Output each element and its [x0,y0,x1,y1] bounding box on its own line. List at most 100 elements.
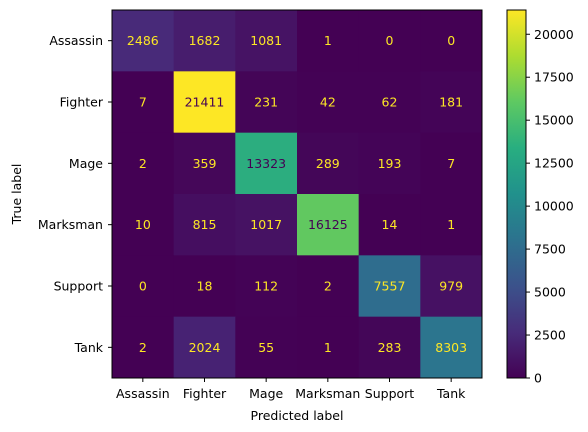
cell-1-3 [297,71,360,134]
cell-0-5 [420,10,483,72]
y-tick-label: Mage [69,156,103,171]
colorbar-tick-label: 0 [534,371,542,386]
cell-1-2 [235,71,298,134]
cell-value-label: 0 [386,33,394,48]
cell-4-4 [358,255,421,318]
y-tick-label: Marksman [38,217,103,232]
cell-1-5 [420,71,483,134]
cell-1-1 [173,71,236,134]
x-tick-label: Fighter [183,386,227,401]
cell-value-label: 2 [139,156,147,171]
cell-value-label: 0 [139,279,147,294]
cell-value-label: 16125 [308,217,348,232]
cell-value-label: 0 [447,33,455,48]
cell-2-2 [235,132,298,195]
cell-value-label: 2 [324,279,332,294]
cell-0-4 [358,10,421,72]
cell-value-label: 2 [139,340,147,355]
colorbar-gradient [506,9,527,379]
cell-value-label: 359 [193,156,217,171]
cell-value-label: 979 [439,279,463,294]
x-axis: Assassin Fighter Mage Marksman Support Tank [116,378,466,401]
y-tick-label: Support [54,279,104,294]
cell-value-label: 1682 [189,33,221,48]
cell-1-4 [358,71,421,134]
cell-3-5 [420,194,483,256]
cell-5-5 [420,316,483,379]
cell-value-label: 231 [254,95,278,110]
colorbar-tick-label: 15000 [534,113,574,128]
cell-value-label: 112 [254,279,278,294]
cell-3-0 [112,194,175,256]
cell-value-label: 7 [139,95,147,110]
cell-3-1 [173,194,236,256]
x-tick-label: Tank [436,386,466,401]
cell-value-label: 289 [316,156,340,171]
cell-2-0 [112,132,175,195]
cell-value-label: 1 [324,33,332,48]
cell-5-4 [358,316,421,379]
cell-value-label: 1081 [250,33,282,48]
colorbar-tick-label: 17500 [534,70,574,85]
cell-value-label: 193 [378,156,402,171]
cell-value-label: 10 [135,217,151,232]
cell-4-1 [173,255,236,318]
cell-0-0 [112,10,175,72]
cell-value-label: 13323 [246,156,286,171]
cell-5-1 [173,316,236,379]
cell-value-label: 55 [258,340,274,355]
colorbar-tick-label: 2500 [534,328,566,343]
matrix-frame [111,9,483,379]
colorbar-tick-label: 10000 [534,199,574,214]
y-tick-label: Tank [74,340,104,355]
cell-value-label: 7557 [374,279,406,294]
cell-value-label: 1 [447,217,455,232]
colorbar-tick-label: 5000 [534,285,566,300]
cell-0-1 [173,10,236,72]
cell-value-label: 62 [382,95,398,110]
cell-value-label: 283 [378,340,402,355]
cell-0-3 [297,10,360,72]
cell-value-label: 1017 [250,217,282,232]
y-axis: Assassin Fighter Mage Marksman Support Tank [38,33,112,355]
cell-3-2 [235,194,298,256]
cell-value-label: 21411 [185,95,225,110]
x-tick-label: Assassin [116,386,170,401]
cell-0-2 [235,10,298,72]
cell-value-label: 815 [193,217,217,232]
cell-2-1 [173,132,236,195]
cell-4-2 [235,255,298,318]
x-tick-label: Mage [249,386,283,401]
colorbar-tick-label: 7500 [534,242,566,257]
cell-4-5 [420,255,483,318]
cell-3-4 [358,194,421,256]
y-tick-label: Assassin [49,33,103,48]
cell-value-label: 2024 [189,340,221,355]
cell-5-3 [297,316,360,379]
cell-value-label: 2486 [127,33,159,48]
cell-4-0 [112,255,175,318]
cell-2-3 [297,132,360,195]
cell-value-label: 1 [324,340,332,355]
cell-5-2 [235,316,298,379]
colorbar-ticks: 0 2500 5000 7500 10000 12500 15000 17500 20000 [526,27,574,386]
colorbar-tick-label: 20000 [534,27,574,42]
cell-value-label: 18 [197,279,213,294]
x-axis-label: Predicted label [251,408,344,423]
cell-value-label: 7 [447,156,455,171]
cell-value-label: 42 [320,95,336,110]
y-axis-label: True label [9,164,24,226]
colorbar-tick-label: 12500 [534,156,574,171]
cell-3-3 [297,194,360,256]
cell-2-5 [420,132,483,195]
cell-value-label: 181 [439,95,463,110]
cell-value-label: 8303 [435,340,467,355]
cell-value-label: 14 [382,217,398,232]
cell-5-0 [112,316,175,379]
x-tick-label: Support [365,386,415,401]
y-tick-label: Fighter [60,95,104,110]
colorbar: 0 2500 5000 7500 10000 12500 15000 17500 20000 [506,9,574,386]
x-tick-label: Marksman [295,386,360,401]
cell-1-0 [112,71,175,134]
